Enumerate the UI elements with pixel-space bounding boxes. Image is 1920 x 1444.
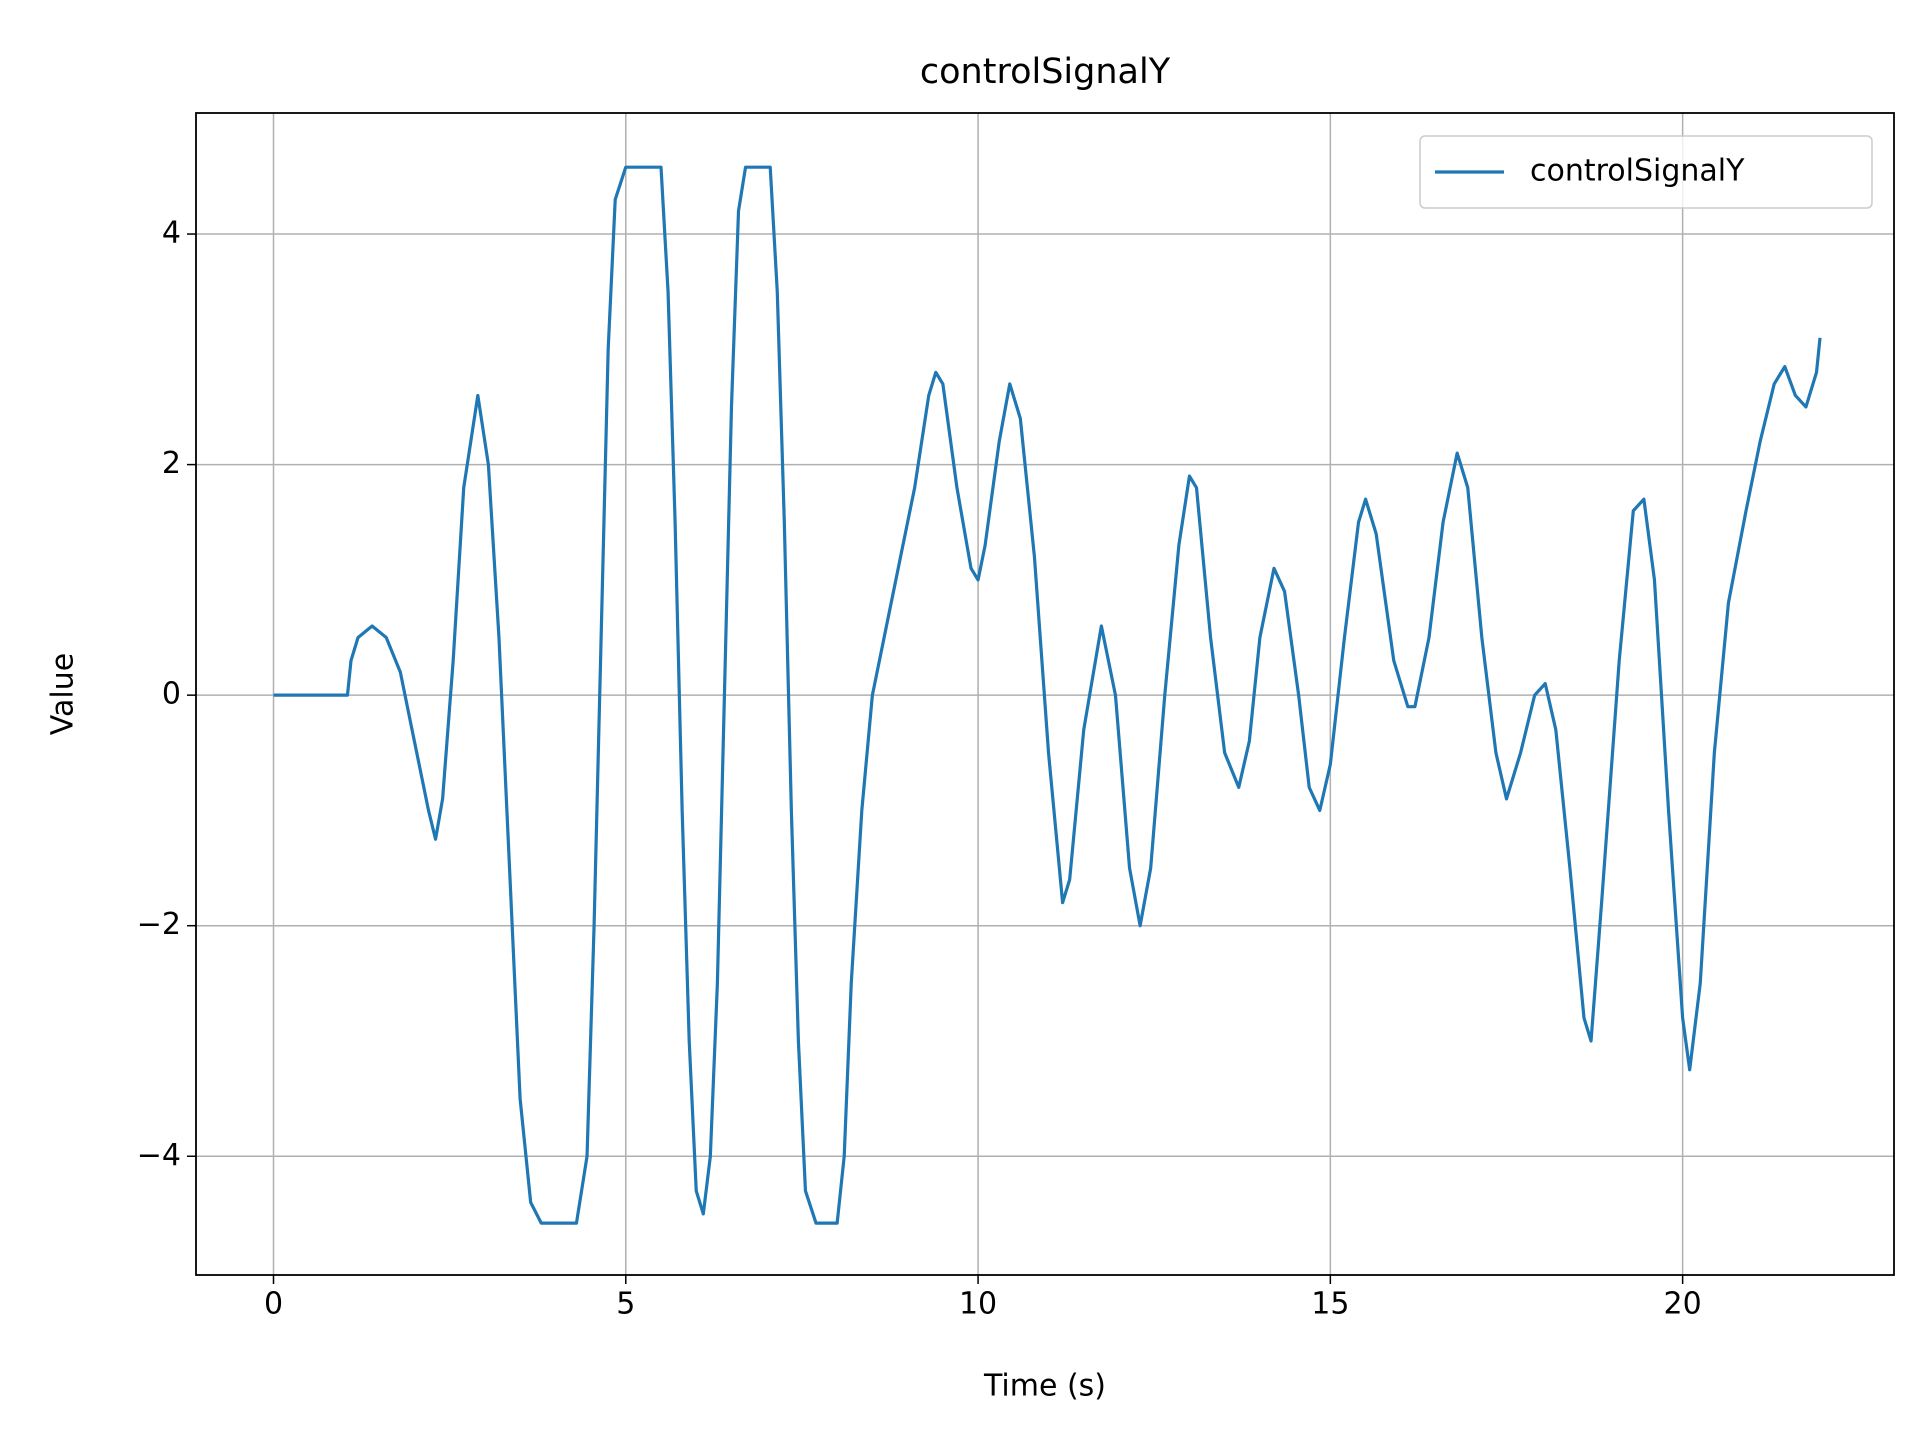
y-tick-label: 0 (162, 677, 181, 712)
x-axis-label: Time (s) (983, 1369, 1106, 1404)
x-tick-label: 0 (264, 1287, 283, 1322)
x-tick-label: 10 (959, 1287, 997, 1322)
y-tick-label: −4 (137, 1138, 181, 1173)
legend-label: controlSignalY (1530, 154, 1745, 189)
y-tick-label: 4 (162, 216, 181, 251)
plot-frame (195, 112, 1895, 1276)
y-tick-label: −2 (137, 907, 181, 942)
legend: controlSignalY (1419, 135, 1873, 209)
chart-title: controlSignalY (920, 52, 1171, 92)
x-tick-label: 15 (1311, 1287, 1349, 1322)
data-line (273, 165, 1822, 1225)
x-tick-label: 20 (1664, 1287, 1702, 1322)
y-axis-label: Value (46, 653, 81, 735)
x-tick-label: 5 (616, 1287, 635, 1322)
y-tick-label: 2 (162, 446, 181, 481)
legend-box (1419, 135, 1873, 209)
